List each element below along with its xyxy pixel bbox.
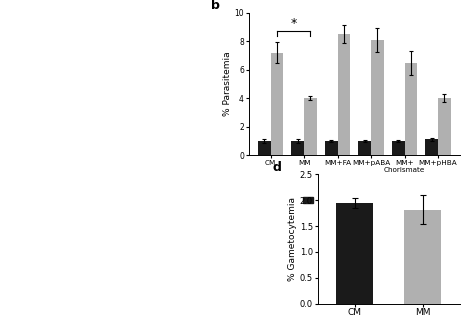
Bar bbox=[371, 40, 384, 155]
Text: b: b bbox=[211, 0, 220, 12]
Bar bbox=[404, 210, 441, 304]
Bar bbox=[425, 140, 438, 155]
Bar bbox=[271, 53, 283, 155]
Bar bbox=[258, 141, 271, 155]
Bar bbox=[336, 203, 374, 304]
Bar bbox=[325, 141, 337, 155]
Bar bbox=[304, 98, 317, 155]
Bar bbox=[337, 34, 350, 155]
Text: d: d bbox=[272, 162, 281, 174]
Bar bbox=[392, 141, 404, 155]
Bar bbox=[404, 63, 417, 155]
Bar bbox=[438, 98, 451, 155]
Bar bbox=[358, 141, 371, 155]
Y-axis label: % Parasitemia: % Parasitemia bbox=[223, 52, 232, 116]
Y-axis label: % Gametocytemia: % Gametocytemia bbox=[288, 197, 297, 281]
Text: *: * bbox=[291, 17, 297, 30]
Legend: Schizonts, Rings: Schizonts, Rings bbox=[303, 196, 405, 205]
Bar bbox=[292, 141, 304, 155]
